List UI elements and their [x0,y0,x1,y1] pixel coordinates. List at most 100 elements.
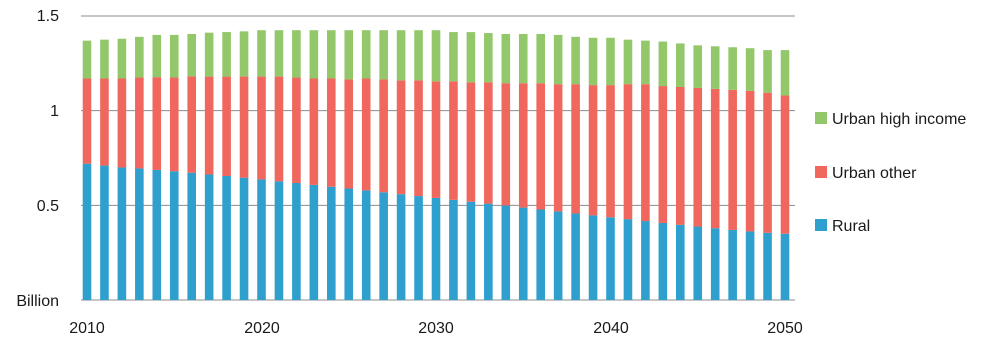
bar-urban-other-2037 [553,84,563,212]
legend-label-urban-high-income: Urban high income [832,111,966,128]
bar-urban-high-income-2016 [187,33,196,77]
bar-rural-2013 [135,168,144,300]
bar-urban-high-income-2047 [728,47,737,90]
bar-urban-other-2025 [344,79,354,189]
bar-rural-2023 [309,184,319,300]
bar-rural-2019 [239,177,249,300]
bar-urban-high-income-2018 [222,32,231,77]
bar-urban-other-2028 [396,80,406,195]
bar-urban-high-income-2019 [239,31,249,77]
bar-rural-2039 [588,215,598,300]
bar-urban-high-income-2036 [536,33,545,84]
x-tick-label: 2040 [593,320,629,337]
bar-urban-other-2046 [710,88,720,229]
bar-urban-high-income-2015 [169,34,179,78]
x-tick-label: 2050 [767,320,803,337]
legend-swatch-urban-high-income [815,112,827,124]
bar-urban-other-2039 [588,85,598,216]
bar-urban-other-2019 [239,76,249,178]
bar-urban-other-2016 [187,76,196,173]
bar-rural-2034 [501,205,511,300]
x-tick-label: 2010 [69,320,105,337]
bar-rural-2029 [414,196,423,300]
bar-urban-other-2021 [274,76,284,182]
bar-rural-2050 [780,233,790,300]
bar-urban-other-2040 [606,85,615,218]
bar-rural-2014 [152,169,162,300]
bar-urban-other-2026 [361,78,371,191]
bar-rural-2048 [745,231,755,300]
bar-urban-high-income-2028 [396,30,406,81]
bar-urban-other-2041 [623,84,633,220]
bar-rural-2020 [257,179,266,300]
bar-urban-other-2023 [309,78,319,185]
bar-urban-other-2012 [117,78,127,168]
y-tick-label: 1 [50,103,59,120]
bar-urban-other-2036 [536,83,545,210]
bar-urban-high-income-2012 [117,38,127,79]
bar-rural-2031 [449,199,458,300]
bar-rural-2040 [606,217,615,300]
bar-urban-high-income-2022 [292,30,301,78]
bar-urban-high-income-2043 [658,41,668,87]
bar-rural-2032 [466,201,476,300]
y-tick-label: 1.5 [37,8,59,25]
bar-urban-other-2049 [763,92,772,233]
bar-rural-2024 [327,186,336,300]
bar-rural-2026 [361,190,371,300]
bar-urban-high-income-2040 [606,37,615,86]
bar-urban-high-income-2029 [414,30,423,81]
bar-urban-high-income-2011 [100,39,109,79]
legend: Urban high income Urban other Rural [815,111,966,235]
bar-rural-2047 [728,229,737,300]
y-tick-label: 0.5 [37,198,59,215]
x-axis: 2010 2020 2030 2040 2050 [69,320,803,337]
bar-urban-high-income-2027 [379,30,388,80]
bar-urban-high-income-2017 [204,32,214,77]
bar-urban-high-income-2045 [693,45,703,88]
legend-swatch-rural [815,219,827,231]
bar-urban-high-income-2010 [82,40,92,79]
bar-urban-other-2032 [466,82,476,202]
bar-rural-2041 [623,219,633,300]
bar-urban-other-2013 [135,77,144,169]
bar-urban-high-income-2039 [588,37,598,86]
bar-urban-other-2022 [292,77,301,183]
bar-urban-other-2011 [100,78,109,166]
x-tick-label: 2030 [418,320,454,337]
bar-urban-high-income-2044 [676,43,685,87]
bar-urban-high-income-2023 [309,30,319,79]
bar-rural-2018 [222,175,231,300]
bar-rural-2015 [169,171,179,300]
bar-urban-high-income-2032 [466,32,476,83]
bar-urban-other-2034 [501,83,511,206]
bar-urban-other-2014 [152,77,162,170]
bar-rural-2028 [396,194,406,300]
bar-rural-2042 [641,221,650,300]
y-axis: Billion 0.5 1 1.5 [16,8,59,310]
bar-rural-2043 [658,222,668,300]
bar-groups [82,30,790,300]
bar-rural-2010 [82,163,92,300]
bar-urban-high-income-2031 [449,32,458,82]
bar-rural-2027 [379,192,388,300]
bar-urban-high-income-2035 [518,33,528,84]
bar-urban-high-income-2046 [710,46,720,89]
bar-rural-2049 [763,232,772,300]
bar-rural-2046 [710,228,720,300]
bar-urban-high-income-2020 [257,30,266,77]
bar-urban-high-income-2038 [571,36,580,85]
bar-urban-high-income-2033 [484,33,493,83]
bar-urban-other-2031 [449,81,458,200]
legend-label-rural: Rural [832,218,870,235]
bar-rural-2038 [571,213,580,300]
bar-rural-2030 [431,197,441,300]
bar-urban-other-2018 [222,76,231,176]
legend-swatch-urban-other [815,166,827,178]
bar-urban-other-2017 [204,76,214,175]
bar-urban-other-2030 [431,81,441,198]
bar-urban-high-income-2030 [431,30,441,82]
bar-urban-other-2048 [745,90,755,232]
bar-urban-other-2050 [780,95,790,234]
bar-rural-2011 [100,165,109,300]
